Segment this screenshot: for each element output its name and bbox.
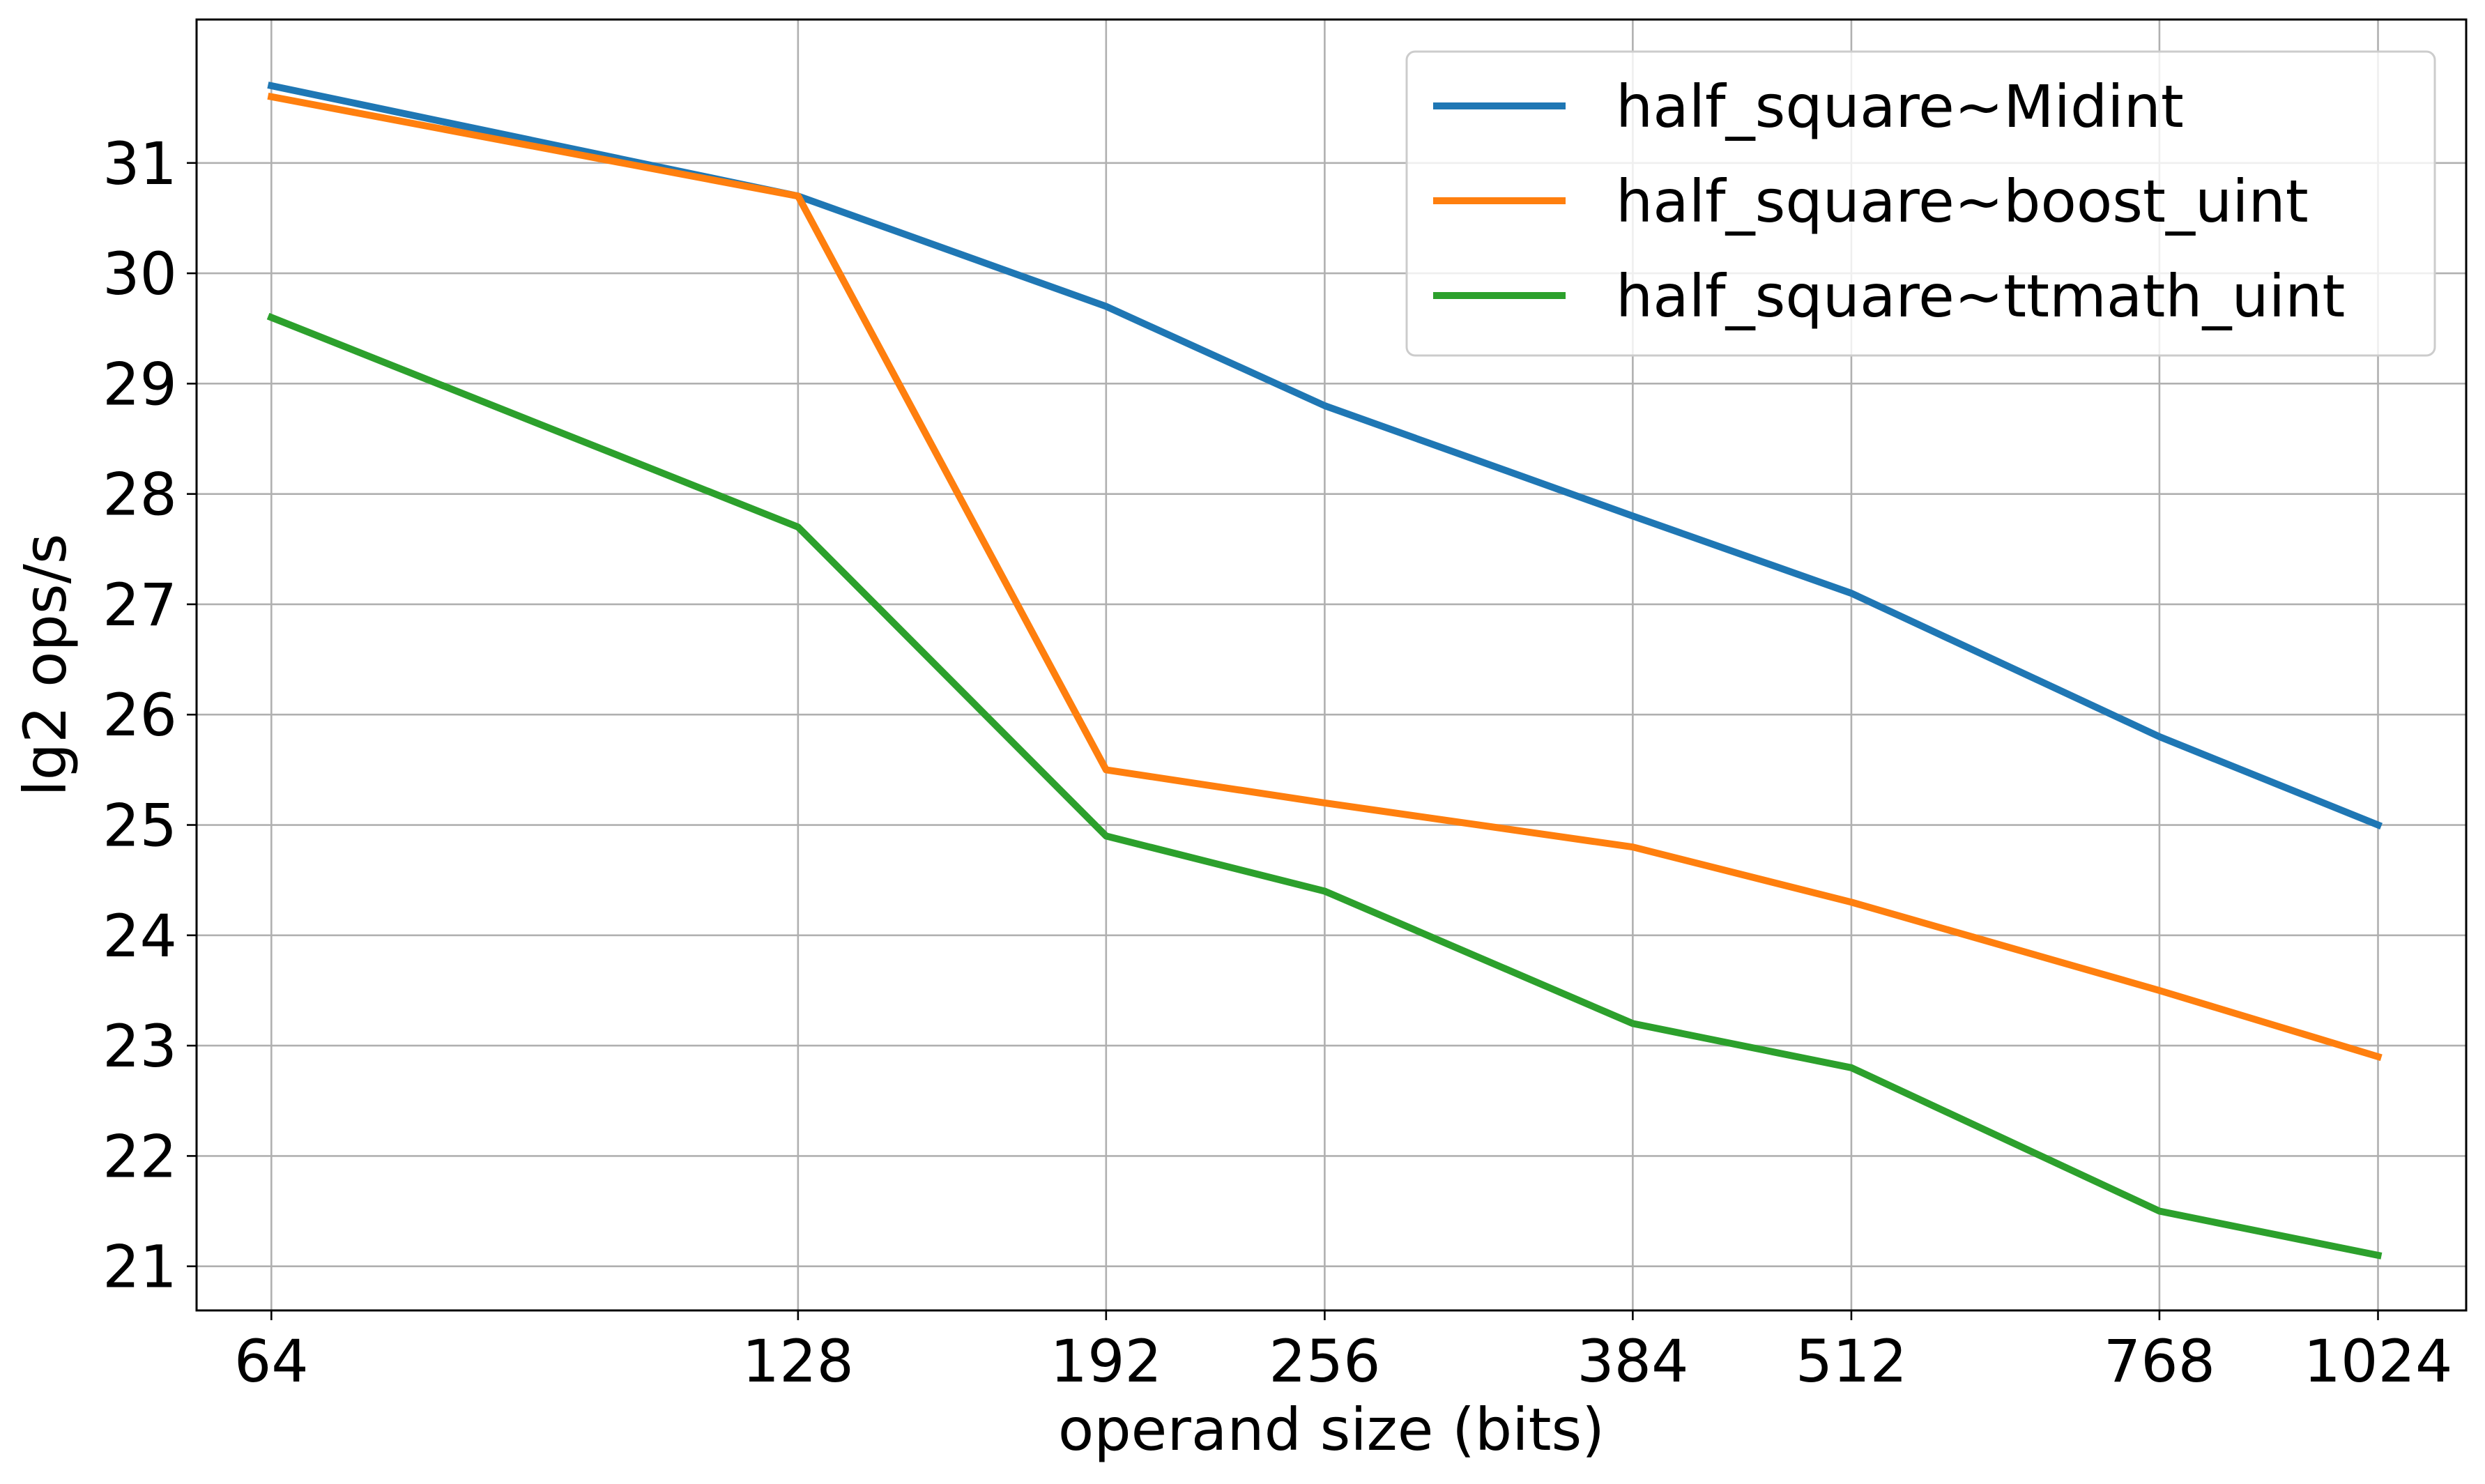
y-tick-label: 26 <box>102 681 177 749</box>
legend-label-2: half_square~boost_uint <box>1616 167 2309 236</box>
series-lines <box>266 82 2383 1260</box>
x-axis: 64 128 192 256 384 512 768 1024 <box>234 1310 2453 1395</box>
x-tick-label: 256 <box>1269 1327 1380 1395</box>
series-line-3 <box>266 312 2383 1260</box>
y-axis: 21 22 23 24 25 26 27 28 29 30 31 <box>102 130 197 1301</box>
y-tick-label: 27 <box>102 571 177 639</box>
legend-label-1: half_square~Midint <box>1616 72 2184 141</box>
x-tick-label: 768 <box>2104 1327 2215 1395</box>
series-line-1 <box>267 82 2383 830</box>
x-tick-label: 384 <box>1577 1327 1688 1395</box>
x-tick-label: 1024 <box>2304 1327 2453 1395</box>
y-tick-label: 25 <box>102 792 177 860</box>
y-tick-label: 31 <box>102 130 177 198</box>
y-tick-label: 24 <box>102 902 177 970</box>
legend: half_square~Midint half_square~boost_uint… <box>1405 50 2436 357</box>
legend-box <box>1405 50 2436 357</box>
plot-frame <box>195 18 2468 1312</box>
series-line-2 <box>267 92 2383 1062</box>
x-tick-label: 128 <box>742 1327 854 1395</box>
x-axis-label: operand size (bits) <box>1058 1395 1605 1464</box>
y-tick-label: 30 <box>102 240 177 308</box>
y-tick-label: 23 <box>102 1012 177 1080</box>
y-tick-label: 22 <box>102 1122 177 1191</box>
y-tick-label: 21 <box>102 1233 177 1301</box>
x-tick-label: 192 <box>1050 1327 1162 1395</box>
x-tick-label: 64 <box>234 1327 309 1395</box>
legend-label-3: half_square~ttmath_uint <box>1616 262 2345 330</box>
y-axis-label: lg2 ops/s <box>11 533 79 796</box>
y-tick-label: 29 <box>102 350 177 418</box>
x-tick-label: 512 <box>1796 1327 1907 1395</box>
y-tick-label: 28 <box>102 461 177 529</box>
